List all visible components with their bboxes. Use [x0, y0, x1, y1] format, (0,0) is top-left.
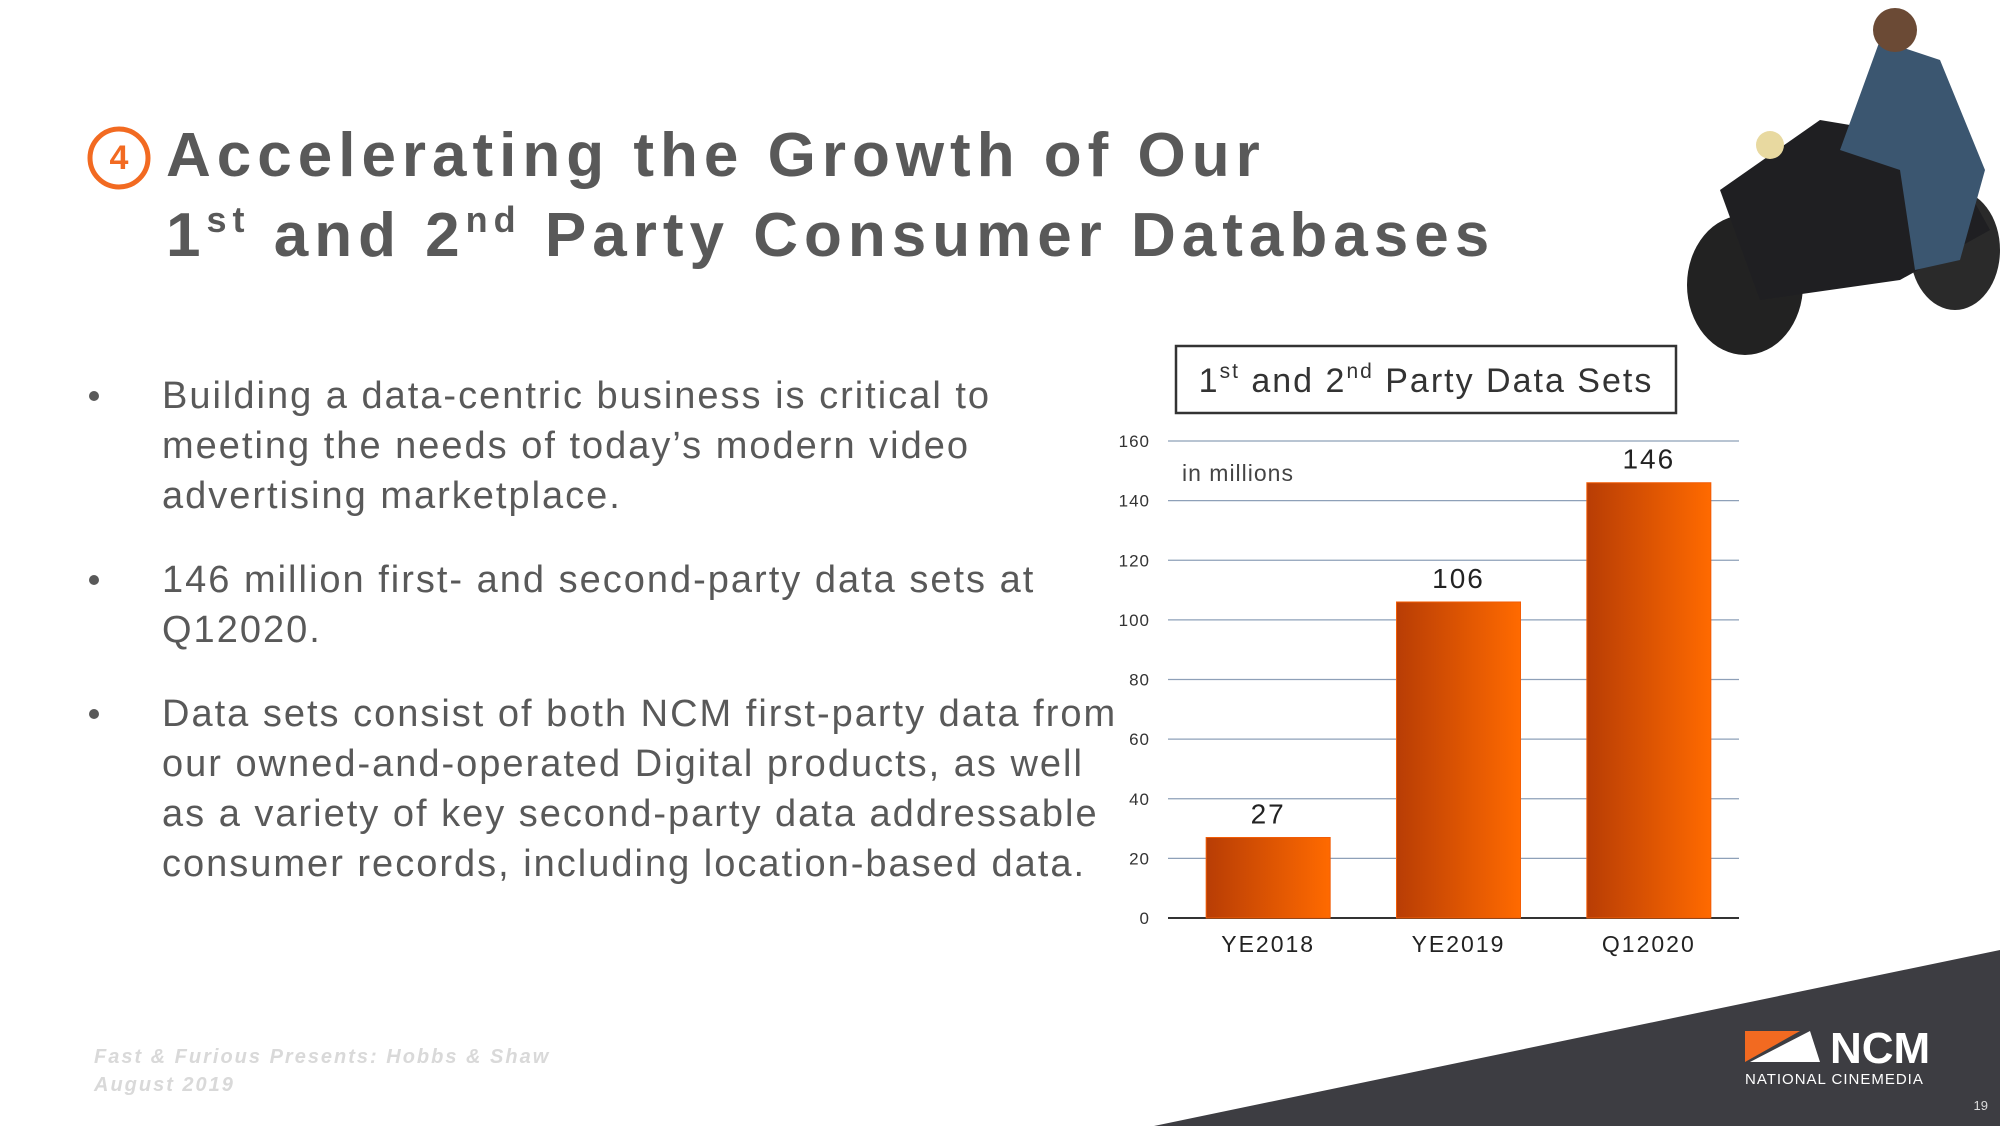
bar: [1396, 601, 1521, 919]
y-tick-label: 0: [1140, 909, 1150, 928]
y-tick-label: 160: [1119, 432, 1150, 451]
corner-band: [1154, 950, 2000, 1126]
title-line: Accelerating the Growth of Our: [166, 121, 1266, 190]
chart-title-part: Party Data Sets: [1374, 362, 1654, 400]
bullet-text: meeting the needs of today’s modern vide…: [162, 425, 970, 467]
superscript: st: [206, 199, 250, 240]
superscript: nd: [1346, 360, 1373, 383]
chart-subtitle: in millions: [1182, 460, 1294, 486]
bullet-dot: [89, 575, 99, 585]
y-tick-label: 60: [1129, 730, 1150, 749]
logo-subtitle: NATIONAL CINEMEDIA: [1745, 1071, 1924, 1088]
bullet-text: Q12020.: [162, 609, 322, 651]
footer-movie: Fast & Furious Presents: Hobbs & Shaw: [94, 1046, 550, 1068]
x-tick-label: YE2018: [1221, 931, 1315, 957]
title-part: 1: [166, 201, 206, 270]
page-number: 19: [1974, 1098, 1988, 1113]
bullet-text: advertising marketplace.: [162, 475, 622, 517]
bar: [1205, 837, 1331, 919]
y-tick-label: 40: [1129, 790, 1150, 809]
chart-title-part: and 2: [1240, 362, 1347, 400]
value-label: 146: [1622, 444, 1675, 475]
chart-title-box: [1174, 344, 1678, 415]
title-part: and 2: [251, 201, 466, 270]
chart: 0 20 40 60 80 100 120 140 160 YE2018 27 YE2019 106 Q1…: [1119, 432, 1739, 957]
x-tick-label: YE2019: [1412, 931, 1506, 957]
section-number: 4: [110, 139, 129, 177]
bullet-text: 146 million first- and second-party data…: [162, 559, 1035, 601]
bullet-dot: [89, 709, 99, 719]
bullet-text: as a variety of key second-party data ad…: [162, 793, 1099, 835]
bar: [1586, 482, 1712, 919]
number-circle: [87, 126, 151, 190]
chart-title: 1st and 2nd Party Data Sets: [1199, 360, 1654, 400]
superscript: st: [1220, 360, 1240, 383]
logo: NCM: [1830, 1024, 1930, 1073]
bullet-text: consumer records, including location-bas…: [162, 843, 1086, 885]
logo-mark: [1745, 1031, 1800, 1062]
bullet-text: Data sets consist of both NCM first-part…: [162, 693, 1117, 735]
footer-date: August 2019: [93, 1074, 235, 1096]
bullet-dot: [89, 391, 99, 401]
x-tick-label: Q12020: [1602, 931, 1696, 957]
bullet-text: Building a data-centric business is crit…: [162, 375, 991, 417]
value-label: 27: [1251, 799, 1286, 830]
y-tick-label: 100: [1119, 611, 1150, 630]
chart-title-part: 1: [1199, 362, 1220, 400]
value-label: 106: [1432, 563, 1485, 594]
title-line: 1st and 2nd Party Consumer Databases: [166, 199, 1495, 270]
y-tick-label: 20: [1129, 849, 1150, 868]
bullet-list: Building a data-centric business is crit…: [89, 375, 1117, 885]
y-tick-label: 140: [1119, 492, 1150, 511]
superscript: nd: [466, 199, 522, 240]
y-tick-label: 120: [1119, 551, 1150, 570]
title-part: Party Consumer Databases: [522, 201, 1496, 270]
y-tick-label: 80: [1129, 671, 1150, 690]
bullet-text: our owned-and-operated Digital products,…: [162, 743, 1084, 785]
hero-image: [1687, 8, 2000, 355]
logo-mark: [1750, 1031, 1820, 1062]
